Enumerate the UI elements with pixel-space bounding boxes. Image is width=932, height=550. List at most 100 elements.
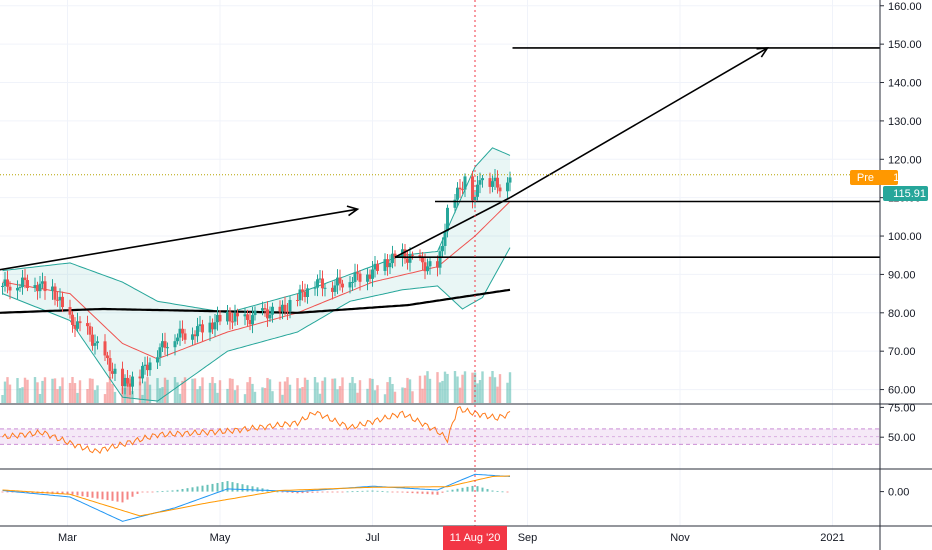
rsi-line xyxy=(2,406,511,454)
main-pane[interactable] xyxy=(0,47,880,403)
volume-bar xyxy=(306,379,309,403)
volume-bar xyxy=(143,381,147,403)
volume-bar xyxy=(233,390,237,403)
candle-body xyxy=(126,377,129,384)
candle-body xyxy=(386,259,389,268)
candle-body xyxy=(458,187,462,190)
candle-body xyxy=(418,255,422,258)
histogram-bar xyxy=(356,491,359,492)
candle-body xyxy=(253,310,257,316)
histogram-bar xyxy=(326,491,329,493)
histogram-bar xyxy=(131,491,134,497)
volume-bar xyxy=(393,391,397,403)
histogram-bar xyxy=(396,491,399,493)
volume-bar xyxy=(78,380,82,403)
volume-bar xyxy=(18,388,22,403)
candle-body xyxy=(123,377,127,387)
trend-annotations[interactable] xyxy=(0,47,880,271)
histogram-bar xyxy=(71,491,74,495)
histogram-bar xyxy=(376,490,379,492)
candle-body xyxy=(131,376,134,387)
histogram-bar xyxy=(231,482,234,492)
candle-body xyxy=(43,281,47,292)
histogram-bar xyxy=(136,491,139,494)
candle-body xyxy=(438,251,442,268)
candle-body xyxy=(91,334,94,346)
price-axis-tick-label: 100.00 xyxy=(888,231,922,243)
histogram-bar xyxy=(336,491,339,493)
volume-bar xyxy=(508,372,512,403)
candle-body xyxy=(248,319,252,325)
volume-bar xyxy=(406,377,409,403)
candle-body xyxy=(38,283,42,292)
time-axis-label: Sep xyxy=(518,532,538,544)
candle-body xyxy=(406,258,409,263)
volume-bar xyxy=(341,377,344,403)
candle-body xyxy=(156,357,159,363)
time-axis-label: 2021 xyxy=(820,532,844,544)
histogram-bar xyxy=(26,491,29,493)
volume-bar xyxy=(211,377,214,403)
candle-body xyxy=(243,314,247,317)
histogram-bar xyxy=(441,491,444,493)
volume-bar xyxy=(463,371,467,403)
volume-bar xyxy=(243,394,247,403)
candle-body xyxy=(403,249,407,259)
candle-body xyxy=(426,266,429,272)
candle-body xyxy=(388,263,392,268)
candle-body xyxy=(226,311,229,322)
volume-bar xyxy=(456,376,459,403)
candle-body xyxy=(356,272,359,274)
volume-bar xyxy=(53,378,57,403)
histogram-bar xyxy=(451,489,454,492)
histogram-bar xyxy=(166,490,169,492)
candle-body xyxy=(366,274,369,282)
time-axis[interactable]: Mar May Jul Sep Nov 2021 xyxy=(58,532,845,544)
candle-body xyxy=(6,279,9,287)
histogram-bar xyxy=(121,491,124,503)
volume-bar xyxy=(181,380,184,403)
volume-bar xyxy=(191,378,194,403)
histogram-bar xyxy=(496,490,499,492)
histogram-bar xyxy=(56,491,59,494)
volume-bar xyxy=(283,381,287,403)
rsi-pane[interactable] xyxy=(0,406,880,454)
volume-bar xyxy=(453,371,457,403)
macd-pane[interactable] xyxy=(1,473,511,522)
histogram-bar xyxy=(351,491,354,493)
volume-bar xyxy=(201,377,204,403)
candle-body xyxy=(18,287,22,289)
candle-body xyxy=(333,285,337,292)
price-axis-tick-label: 60.00 xyxy=(888,385,916,397)
volume-bar xyxy=(323,377,327,403)
price-axis[interactable]: 160.00150.00140.00130.00120.00110.00100.… xyxy=(880,1,922,499)
histogram-bar xyxy=(331,491,334,493)
volume-bar xyxy=(108,377,112,403)
candle-body xyxy=(271,306,274,315)
candle-body xyxy=(421,257,424,263)
histogram-bar xyxy=(476,486,479,492)
candle-body xyxy=(318,278,322,280)
candle-body xyxy=(268,314,272,319)
price-axis-tick-label: 130.00 xyxy=(888,116,922,128)
volume-bar xyxy=(263,387,267,403)
volume-bar xyxy=(1,395,4,403)
candle-body xyxy=(113,368,117,374)
volume-bar xyxy=(121,387,124,403)
volume-bar xyxy=(288,384,292,403)
candle-body xyxy=(173,341,177,348)
histogram-bar xyxy=(491,490,494,492)
volume-bar xyxy=(91,378,94,403)
candle-body xyxy=(191,334,194,340)
candle-body xyxy=(78,321,82,324)
candle-body xyxy=(218,314,222,322)
volume-bar xyxy=(178,393,182,403)
trend-arrow xyxy=(509,47,768,199)
price-axis-tick-label: 90.00 xyxy=(888,269,916,281)
histogram-bar xyxy=(341,491,344,493)
candle-body xyxy=(338,277,342,284)
candle-body xyxy=(263,308,267,310)
candle-body xyxy=(128,383,132,387)
volume-bar xyxy=(56,389,59,403)
